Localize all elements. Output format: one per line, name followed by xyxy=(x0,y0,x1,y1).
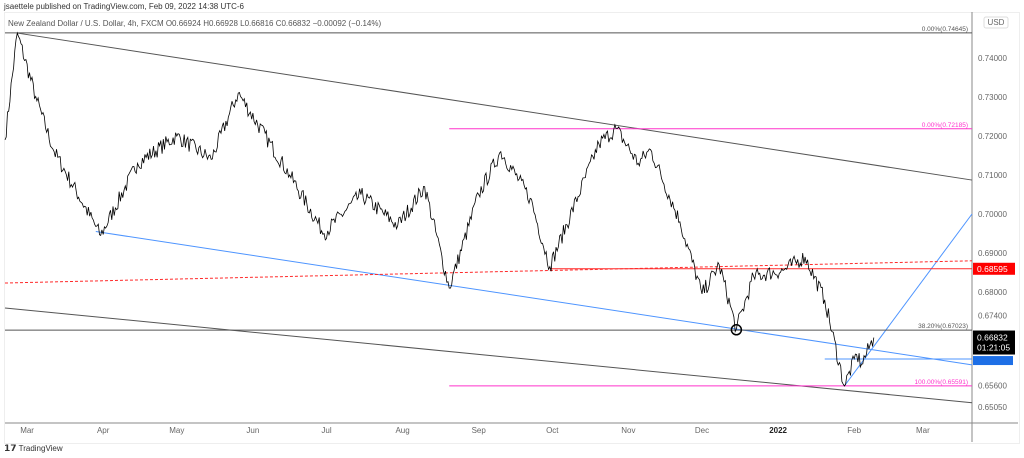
tradingview-logo[interactable]: 𝟭𝟳 TradingView xyxy=(4,443,63,454)
x-tick-label: Oct xyxy=(546,426,559,435)
fib-level-label: 0.00%(0.72185) xyxy=(922,122,968,129)
x-tick-label: Dec xyxy=(695,426,709,435)
logo-text: TradingView xyxy=(18,444,63,453)
fib-level-label: 0.00%(0.74645) xyxy=(922,26,968,33)
symbol-info: New Zealand Dollar / U.S. Dollar, 4h, FX… xyxy=(8,19,382,28)
x-tick-label: Mar xyxy=(916,426,930,435)
bar-countdown: 01:21:05 xyxy=(977,343,1010,353)
red-price-text: 0.68595 xyxy=(977,264,1008,274)
y-tick-label: 0.70000 xyxy=(978,210,1007,219)
publisher-line: jsaettele published on TradingView.com, … xyxy=(4,2,244,11)
x-tick-label: Jun xyxy=(246,426,259,435)
currency-label: USD xyxy=(988,18,1005,27)
x-tick-label: Apr xyxy=(97,426,110,435)
last-price-text: 0.66832 xyxy=(977,333,1008,343)
tv-logo-icon: 𝟭𝟳 xyxy=(4,443,17,453)
x-tick-label: Aug xyxy=(395,426,409,435)
fib-level-label: 38.20%(0.67023) xyxy=(918,323,968,330)
y-tick-label: 0.68000 xyxy=(978,288,1007,297)
x-tick-label: Feb xyxy=(847,426,861,435)
x-tick-label: Mar xyxy=(20,426,34,435)
trend-trend-line xyxy=(17,32,973,181)
chart-frame xyxy=(4,12,1020,444)
y-tick-label: 0.69000 xyxy=(978,249,1007,258)
y-tick-label: 0.71000 xyxy=(978,171,1007,180)
y-tick-label: 0.72000 xyxy=(978,132,1007,141)
y-tick-label: 0.74000 xyxy=(978,54,1007,63)
x-tick-label: May xyxy=(169,426,184,435)
x-tick-label: Sep xyxy=(472,426,487,435)
blue-price-label xyxy=(973,356,1013,366)
x-tick-label: 2022 xyxy=(769,426,787,435)
last-price-label xyxy=(973,330,1015,355)
blue-trend-line xyxy=(95,231,973,366)
red-dashed-line xyxy=(4,260,973,284)
fib-level-label: 100.00%(0.65591) xyxy=(915,379,969,386)
red-price-label xyxy=(973,262,1015,275)
highlight-circle xyxy=(730,324,743,336)
y-tick-label: 0.65600 xyxy=(978,382,1007,391)
x-tick-label: Nov xyxy=(621,426,635,435)
price-series xyxy=(4,31,875,387)
y-tick-label: 0.67400 xyxy=(978,311,1007,320)
x-tick-label: Jul xyxy=(321,426,331,435)
y-tick-label: 0.73000 xyxy=(978,93,1007,102)
y-tick-label: 0.65050 xyxy=(978,403,1007,412)
trend-trend-line xyxy=(4,307,973,404)
currency-badge xyxy=(983,16,1009,29)
